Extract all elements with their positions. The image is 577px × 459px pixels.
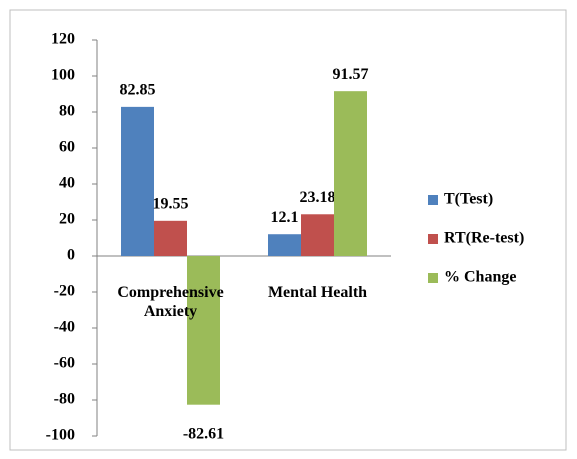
y-tick-label: -40	[54, 319, 75, 336]
y-tick-label: -60	[54, 355, 75, 372]
bar	[268, 234, 301, 256]
legend-label: RT(Re-test)	[444, 230, 524, 247]
y-tick-label: 20	[59, 211, 75, 228]
legend-label: T(Test)	[444, 191, 493, 208]
x-tick-label: Mental Health	[267, 284, 368, 301]
data-label: 19.55	[153, 195, 189, 212]
bar	[154, 220, 187, 256]
y-tick-label: 60	[59, 139, 75, 156]
y-tick-label: -80	[54, 391, 75, 408]
x-tick-label: Comprehensive Anxiety	[117, 284, 224, 320]
legend-swatch	[428, 234, 438, 244]
data-label: -82.61	[183, 425, 224, 442]
bar	[121, 106, 154, 257]
data-label: 23.18	[300, 189, 336, 206]
y-tick-label: -20	[54, 283, 75, 300]
bar	[301, 214, 334, 256]
bar	[187, 256, 220, 405]
legend-swatch	[428, 273, 438, 283]
y-tick-label: 40	[59, 175, 75, 192]
legend-swatch	[428, 195, 438, 205]
chart-border	[9, 9, 567, 451]
y-tick-label: 80	[59, 103, 75, 120]
bar	[334, 91, 367, 256]
y-tick-label: 120	[51, 31, 75, 48]
legend-label: % Change	[444, 269, 516, 286]
y-tick-label: 100	[51, 67, 75, 84]
data-label: 82.85	[120, 82, 156, 99]
y-tick-label: -100	[46, 427, 75, 444]
data-label: 91.57	[333, 66, 369, 83]
y-tick-label: 0	[67, 247, 75, 264]
data-label: 12.1	[271, 209, 299, 226]
